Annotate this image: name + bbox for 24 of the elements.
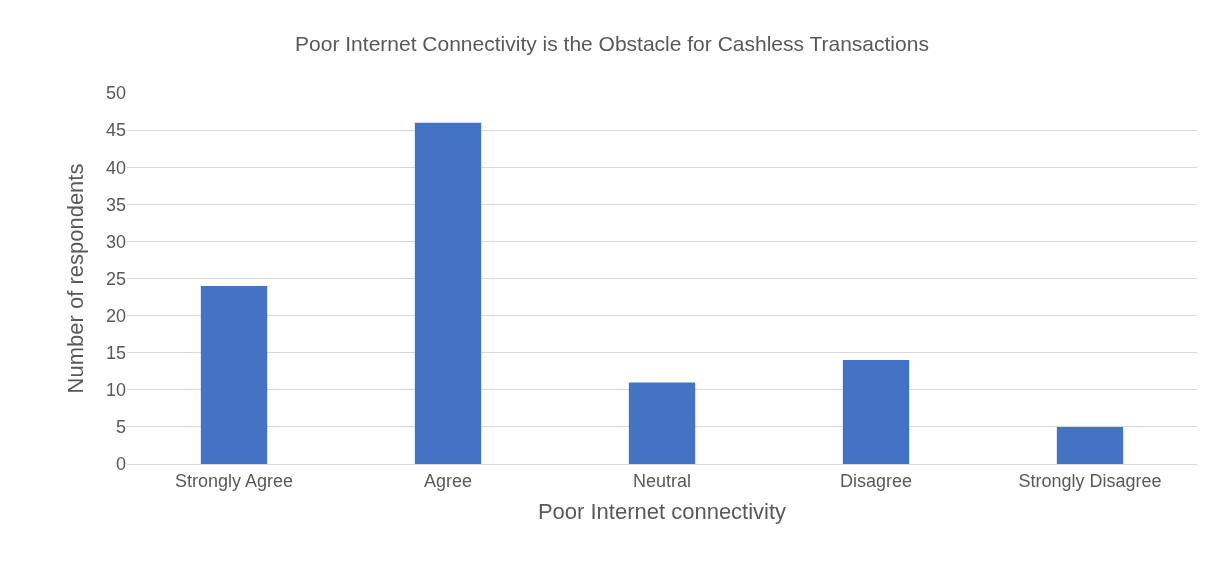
y-tick-label: 20 [105,305,126,326]
y-tick-label: 50 [105,83,126,104]
x-tick-label: Neutral [632,470,692,491]
y-tick-label: 10 [105,380,126,401]
y-tick-label: 40 [105,157,126,178]
x-tick-label: Strongly Agree [174,470,294,491]
y-tick-label: 35 [105,194,126,215]
x-tick-label: Disagree [839,470,913,491]
y-axis-title: Number of respondents [62,163,88,394]
chart-title: Poor Internet Connectivity is the Obstacle for Cashless Transactions [295,32,929,55]
y-tick-label: 0 [115,454,126,475]
y-tick-label: 5 [115,417,126,438]
x-tick-label: Strongly Disagree [1018,470,1162,491]
x-axis-title: Poor Internet connectivity [537,499,787,525]
y-tick-label: 30 [105,231,126,252]
bar [200,285,268,464]
y-tick-label: 25 [105,268,126,289]
bar [414,122,482,464]
y-tick-label: 15 [105,343,126,363]
bar [842,360,910,464]
x-tick-label: Agree [423,470,473,491]
y-tick-label: 45 [105,120,126,141]
bar [628,382,696,464]
bar [1056,426,1124,464]
